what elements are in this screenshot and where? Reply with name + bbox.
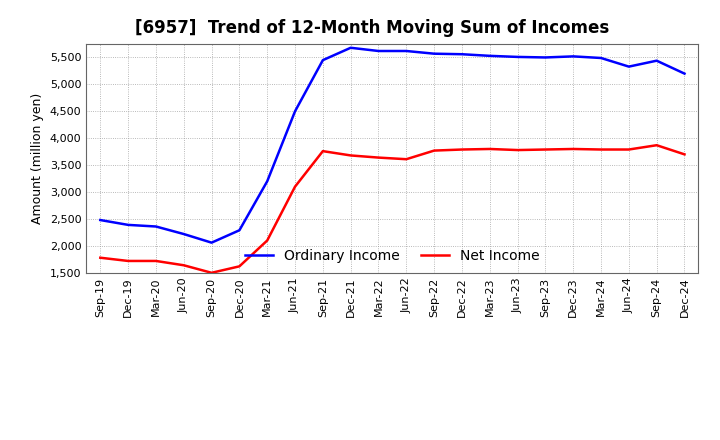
Net Income (624, 147, 633, 152)
Net Income (652, 143, 661, 148)
Net Income (179, 263, 188, 268)
Net Income (152, 258, 161, 264)
Ordinary Income (430, 51, 438, 56)
Net Income (430, 148, 438, 153)
Net Income (374, 155, 383, 160)
Net Income (291, 184, 300, 189)
Net Income (235, 264, 243, 269)
Ordinary Income (513, 54, 522, 59)
Ordinary Income (235, 227, 243, 233)
Ordinary Income (291, 109, 300, 114)
Ordinary Income (346, 45, 355, 51)
Line: Ordinary Income: Ordinary Income (100, 48, 685, 242)
Net Income (458, 147, 467, 152)
Ordinary Income (597, 55, 606, 61)
Ordinary Income (485, 53, 494, 59)
Net Income (541, 147, 550, 152)
Ordinary Income (680, 71, 689, 76)
Net Income (569, 147, 577, 152)
Ordinary Income (179, 231, 188, 237)
Ordinary Income (374, 48, 383, 54)
Ordinary Income (624, 64, 633, 69)
Net Income (263, 238, 271, 243)
Net Income (346, 153, 355, 158)
Ordinary Income (207, 240, 216, 245)
Net Income (680, 152, 689, 157)
Ordinary Income (402, 48, 410, 54)
Net Income (513, 147, 522, 153)
Legend: Ordinary Income, Net Income: Ordinary Income, Net Income (238, 242, 546, 271)
Ordinary Income (652, 58, 661, 63)
Text: [6957]  Trend of 12-Month Moving Sum of Incomes: [6957] Trend of 12-Month Moving Sum of I… (135, 19, 610, 37)
Net Income (207, 270, 216, 275)
Net Income (485, 147, 494, 152)
Net Income (96, 255, 104, 260)
Ordinary Income (541, 55, 550, 60)
Ordinary Income (263, 179, 271, 184)
Ordinary Income (569, 54, 577, 59)
Ordinary Income (124, 222, 132, 227)
Line: Net Income: Net Income (100, 145, 685, 273)
Net Income (124, 258, 132, 264)
Net Income (597, 147, 606, 152)
Ordinary Income (458, 51, 467, 57)
Ordinary Income (152, 224, 161, 229)
Net Income (402, 157, 410, 162)
Net Income (318, 148, 327, 154)
Ordinary Income (96, 217, 104, 223)
Ordinary Income (318, 58, 327, 63)
Y-axis label: Amount (million yen): Amount (million yen) (32, 93, 45, 224)
